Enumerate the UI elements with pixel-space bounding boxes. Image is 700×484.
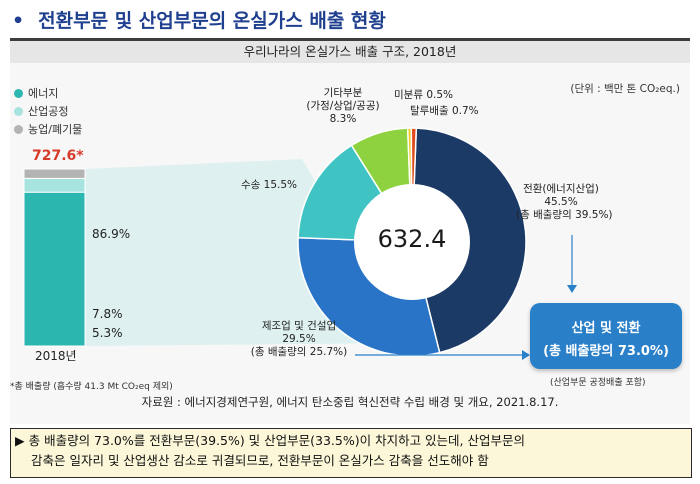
stacked-bar [23,168,86,347]
legend-swatch-agri-waste [14,125,23,134]
slice-label-manufacturing: 제조업 및 건설업 29.5% (총 배출량의 25.7%) [246,320,352,359]
legend-swatch-industrial-process [14,107,23,116]
title-bullet: • [12,10,25,32]
legend-item-energy: 에너지 [14,85,58,101]
donut-center-value: 632.4 [377,225,447,253]
summary-text-1: 총 배출량의 73.0%를 전환부문(39.5%) 및 산업부문(33.5%)이… [28,433,526,448]
total-box-line2: (총 배출량의 73.0%) [543,344,669,359]
bar-segment-industrial-process [23,177,86,193]
industry-transformation-box: 산업 및 전환 (총 배출량의 73.0%) [530,303,682,369]
summary-line1: ▶ 총 배출량의 73.0%를 전환부문(39.5%) 및 산업부문(33.5%… [15,431,687,451]
manufacturing-note: (총 배출량의 25.7%) [250,346,348,358]
legend-item-industrial-process: 산업공정 [14,103,68,119]
summary-box: ▶ 총 배출량의 73.0%를 전환부문(39.5%) 및 산업부문(33.5%… [10,428,692,478]
manufacturing-name: 제조업 및 건설업 [261,320,337,332]
source-citation: 자료원 : 에너지경제연구원, 에너지 탄소중립 혁신전략 수립 배경 및 개요… [141,395,559,409]
legend-label-industrial-process: 산업공정 [28,105,69,118]
bar-label-energy: 86.9% [92,227,131,241]
bar-label-agri-waste: 5.3% [92,326,123,340]
bar-segment-agri-waste [23,168,86,179]
donut-hole [354,184,470,300]
legend-item-agri-waste: 농업/폐기물 [14,121,82,137]
bar-category-label: 2018년 [35,349,77,363]
total-box-line1: 산업 및 전환 [571,321,641,336]
summary-bullet: ▶ [15,433,25,448]
other-line2: (가정/상업/공공) [306,100,380,112]
transformation-arrow-head [567,285,577,293]
slice-label-transformation: 전환(에너지산업) 45.5% (총 배출량의 39.5%) [516,183,613,222]
slice-label-unclassified: 미분류 0.5% [394,89,453,101]
unit-label: (단위 : 백만 톤 CO₂eq.) [570,83,680,95]
slice-label-fugitive: 탈루배출 0.7% [410,105,479,117]
transformation-pct: 45.5% [544,196,578,208]
slice-label-other: 기타부분 (가정/상업/공공) 8.3% [300,87,386,126]
legend-label-energy: 에너지 [28,87,59,100]
chart-panel: 우리나라의 온실가스 배출 구조, 2018년 에너지 산업공정 농업/폐기물 … [10,38,690,424]
bar-segment-energy [23,191,86,347]
other-pct: 8.3% [329,113,357,125]
summary-line2: 감축은 일자리 및 산업생산 감소로 귀결되므로, 전환부문이 온실가스 감축을… [31,453,489,468]
transformation-note: (총 배출량의 39.5%) [516,209,613,221]
bar-label-industrial-process: 7.8% [92,307,123,321]
bar-total-label: 727.6* [32,148,84,164]
legend-swatch-energy [14,89,23,98]
bar-footnote: *총 배출량 (흡수량 41.3 Mt CO₂eq 제외) [10,382,173,392]
manufacturing-pct: 29.5% [282,333,316,345]
chart-header: 우리나라의 온실가스 배출 구조, 2018년 [10,41,690,63]
slice-label-transport: 수송 15.5% [241,179,298,191]
title-text: 전환부문 및 산업부문의 온실가스 배출 현황 [38,10,386,32]
chart-canvas [23,127,577,360]
manufacturing-arrow-head [522,350,530,360]
other-line1: 기타부분 [323,87,363,99]
page-title: • 전환부문 및 산업부문의 온실가스 배출 현황 [12,6,386,33]
total-box-note: (산업부문 공정배출 포함) [550,378,646,388]
legend-label-agri-waste: 농업/폐기물 [28,123,83,136]
transformation-name: 전환(에너지산업) [523,183,599,195]
